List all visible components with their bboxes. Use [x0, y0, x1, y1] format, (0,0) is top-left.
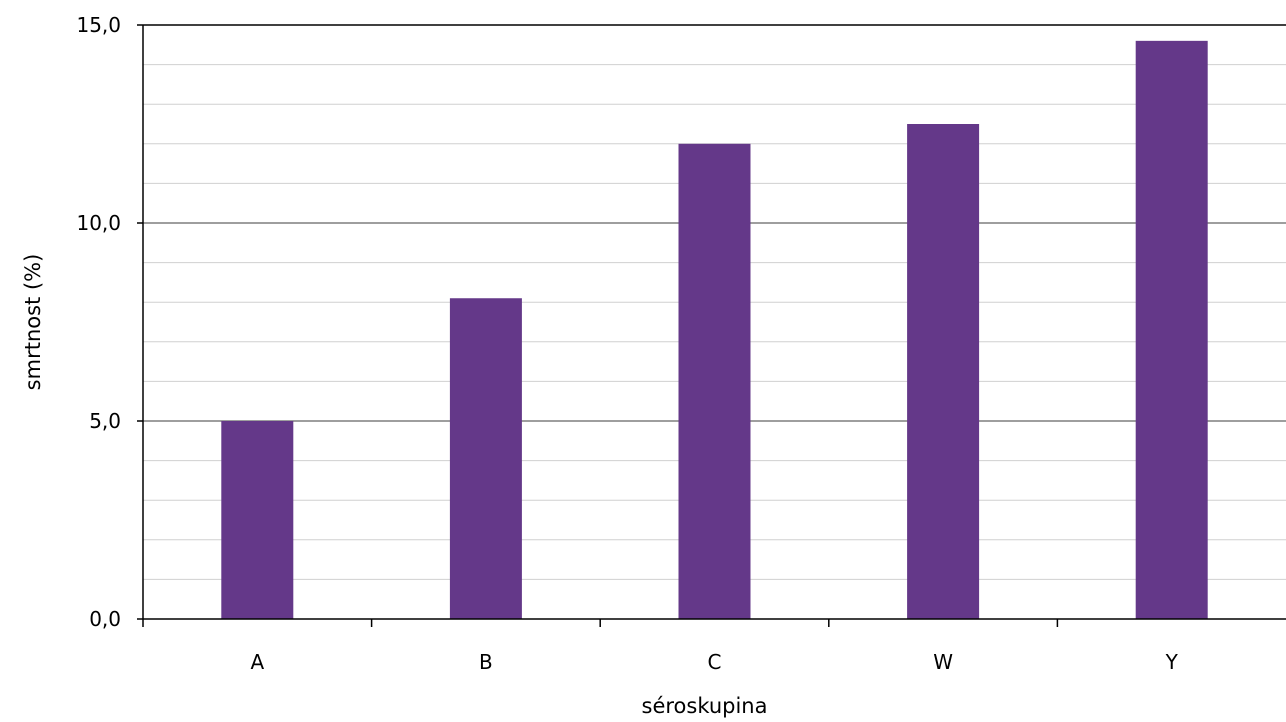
y-tick-label: 0,0 [89, 607, 121, 631]
bar-A [221, 421, 294, 619]
y-tick-labels: 0,0 5,0 10,0 15,0 [76, 13, 121, 631]
x-axis-title: séroskupina [642, 694, 768, 718]
x-tick-label: W [933, 650, 953, 674]
x-tick-label: A [250, 650, 264, 674]
y-axis-title: smrtnost (%) [21, 254, 45, 391]
axes [137, 24, 1286, 627]
bar-W [907, 124, 980, 619]
bar-B [449, 298, 522, 619]
y-tick-label: 10,0 [76, 211, 121, 235]
y-tick-label: 5,0 [89, 409, 121, 433]
x-tick-label: C [708, 650, 722, 674]
bar-Y [1135, 40, 1208, 619]
y-tick-label: 15,0 [76, 13, 121, 37]
bar-C [678, 143, 751, 620]
x-tick-label: B [479, 650, 493, 674]
x-tick-label: Y [1165, 650, 1179, 674]
bars [221, 40, 1208, 620]
